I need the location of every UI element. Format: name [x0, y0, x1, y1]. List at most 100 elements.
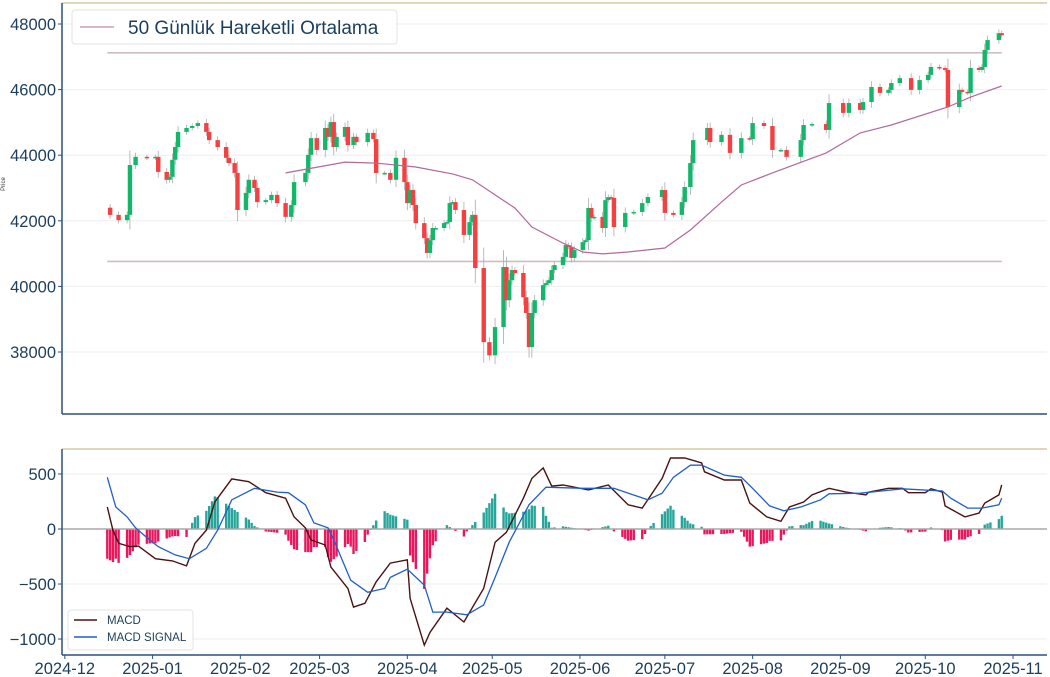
- histogram-bar: [621, 529, 624, 537]
- candle-body: [591, 216, 597, 219]
- candle-body: [410, 189, 416, 206]
- candle-body: [600, 216, 605, 229]
- histogram-bar: [196, 515, 200, 530]
- candle-body: [719, 134, 724, 143]
- candle-body: [153, 156, 158, 159]
- macd-histogram: [106, 493, 1003, 589]
- histogram-bar: [411, 529, 415, 563]
- histogram-bar: [230, 508, 234, 530]
- histogram-bar: [748, 529, 752, 547]
- histogram-bar: [731, 529, 735, 533]
- price-panel: 38000 40000 42000 44000 46000 48000 Price 50 …: [1, 2, 1047, 415]
- histogram-bar: [174, 529, 177, 537]
- candle-body: [549, 270, 554, 281]
- candle-body: [707, 127, 713, 143]
- candle-body: [631, 211, 636, 214]
- candle-body: [235, 172, 240, 210]
- histogram-bar: [522, 511, 525, 530]
- candle-body: [589, 208, 594, 218]
- histogram-bar: [700, 526, 703, 530]
- histogram-bar: [541, 506, 545, 530]
- candle-body: [857, 103, 863, 110]
- histogram-bar: [307, 529, 310, 553]
- candle-body: [124, 214, 130, 221]
- candle-body: [246, 179, 252, 193]
- candle-body: [283, 203, 288, 217]
- candle-body: [682, 187, 687, 203]
- histogram-bar: [822, 521, 825, 530]
- candle-body: [274, 194, 280, 204]
- histogram-bar: [287, 529, 290, 541]
- candle-body: [968, 67, 973, 93]
- macd-legend: MACD MACD SIGNAL: [67, 609, 194, 651]
- histogram-bar: [966, 529, 969, 538]
- histogram-bar: [703, 529, 706, 535]
- candle-body: [215, 140, 220, 147]
- histogram-bar: [686, 520, 689, 530]
- candle-body: [453, 202, 458, 210]
- candle-body: [996, 33, 1002, 41]
- histogram-bar: [513, 512, 517, 530]
- candle-body: [487, 342, 492, 356]
- histogram-bar: [706, 529, 709, 535]
- histogram-bar: [720, 529, 723, 535]
- candle-body: [334, 136, 339, 147]
- histogram-bar: [918, 529, 921, 532]
- histogram-bar: [652, 522, 655, 530]
- candle-body: [645, 197, 651, 204]
- histogram-bar: [502, 507, 505, 530]
- histogram-bar: [601, 527, 604, 530]
- candle-body: [195, 123, 201, 127]
- candle-body: [328, 122, 334, 137]
- macd-panel: 500 0 −500 −1000 2024-12 2025-01 2025-02 2025-…: [10, 448, 1047, 677]
- x-tick-label: 2025-06: [550, 660, 611, 677]
- histogram-bar: [374, 520, 378, 530]
- histogram-bar: [533, 505, 536, 530]
- candle-body: [184, 127, 189, 132]
- candle-body: [107, 207, 113, 215]
- price-legend: 50 Günlük Hareketli Ortalama: [71, 9, 398, 45]
- histogram-bar: [771, 529, 774, 541]
- histogram-bar: [428, 529, 432, 559]
- histogram-bar: [663, 511, 667, 530]
- histogram-bar: [236, 511, 239, 530]
- histogram-bar: [762, 529, 766, 544]
- candle-body: [846, 103, 852, 113]
- candle-body: [798, 140, 803, 157]
- histogram-bar: [683, 517, 686, 530]
- candle-body: [640, 203, 645, 212]
- histogram-bar: [691, 524, 695, 530]
- candle-body: [543, 283, 549, 286]
- candle-body: [546, 280, 552, 284]
- histogram-bar: [267, 529, 270, 532]
- candle-body: [461, 209, 467, 235]
- macd-gridlines: [62, 473, 1047, 640]
- histogram-bar: [553, 527, 556, 530]
- candle-body: [784, 149, 789, 157]
- candle-body: [826, 103, 832, 130]
- candle-body: [492, 327, 498, 356]
- histogram-bar: [205, 510, 208, 530]
- candle-body: [526, 312, 532, 348]
- histogram-bar: [295, 529, 299, 550]
- histogram-bar: [434, 529, 437, 542]
- candle-body: [427, 240, 433, 253]
- histogram-bar: [827, 523, 831, 530]
- candle-body: [917, 80, 922, 90]
- histogram-bar: [887, 526, 890, 530]
- candle-body: [365, 132, 370, 143]
- candle-body: [223, 146, 229, 158]
- macd-y-tick-label: −1000: [10, 631, 56, 649]
- histogram-bar: [785, 529, 788, 531]
- histogram-bar: [171, 529, 174, 537]
- candle-body: [206, 131, 212, 141]
- candle-body: [512, 270, 518, 273]
- candle-body: [824, 124, 829, 130]
- candle-body: [127, 165, 133, 215]
- candle-body: [167, 176, 172, 180]
- candle-body: [623, 212, 628, 228]
- candle-body: [869, 86, 874, 103]
- candle-body: [945, 69, 951, 107]
- histogram-bar: [963, 529, 967, 540]
